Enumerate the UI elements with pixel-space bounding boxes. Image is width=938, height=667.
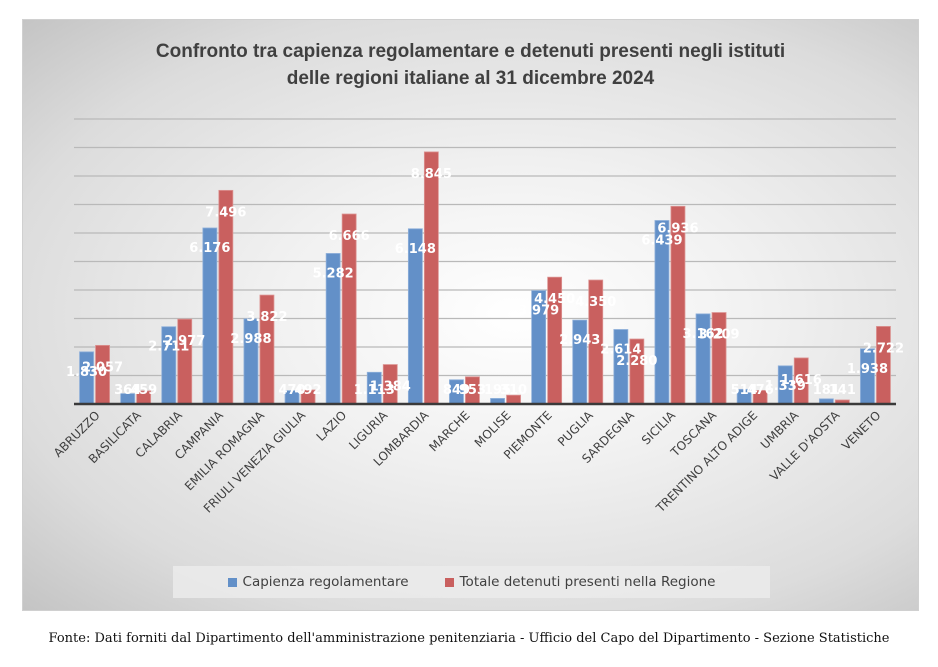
bar-detenuti-lombardia[interactable] [423, 151, 439, 405]
x-tick-label: SICILIA [639, 408, 679, 448]
data-label: 492 [294, 383, 321, 398]
data-label: 2.722 [863, 341, 904, 356]
data-label: 1.113 [354, 383, 395, 398]
data-label: 6.666 [329, 229, 370, 244]
legend-item-capienza[interactable]: Capienza regolamentare [227, 574, 409, 590]
data-label: 476 [747, 383, 774, 398]
x-tick-labels: ABRUZZOBASILICATACALABRIACAMPANIAEMILIA … [51, 408, 884, 516]
data-label: 4.450 [534, 292, 575, 307]
x-tick-label: MOLISE [472, 408, 514, 450]
data-label: 2.977 [164, 334, 205, 349]
data-label: 2.943 [559, 333, 600, 348]
data-label: 8.845 [411, 167, 452, 182]
data-label: 5.282 [313, 266, 354, 281]
legend-label: Totale detenuti presenti nella Regione [459, 574, 716, 590]
data-label: 181 [813, 383, 840, 398]
data-label: 141 [829, 383, 856, 398]
x-tick-label: LAZIO [314, 408, 350, 444]
data-label: 195 [484, 383, 511, 398]
data-label: 6.439 [641, 233, 682, 248]
data-label: 3.979 [518, 304, 559, 319]
data-label: 6.148 [395, 242, 436, 257]
data-label: 1.339 [765, 379, 806, 394]
bar-detenuti-campania[interactable] [218, 189, 234, 405]
source-note: Fonte: Dati forniti dal Dipartimento del… [48, 631, 890, 646]
data-label: 470 [278, 383, 305, 398]
data-label: 1.938 [847, 362, 888, 377]
chart-title-line-1: Confronto tra capienza regolamentare e d… [155, 41, 786, 62]
legend-swatch-red [444, 577, 454, 587]
bars [79, 151, 891, 405]
legend-label: Capienza regolamentare [242, 574, 409, 590]
chart-title: Confronto tra capienza regolamentare e d… [23, 38, 918, 92]
legend-item-detenuti[interactable]: Totale detenuti presenti nella Regione [444, 574, 716, 590]
x-tick-label: VENETO [839, 408, 884, 453]
data-label: 849 [443, 383, 470, 398]
data-label: 2.057 [82, 360, 123, 375]
data-label: 953 [459, 383, 486, 398]
bar-detenuti-calabria[interactable] [177, 318, 193, 405]
data-label: 459 [130, 383, 157, 398]
data-label: 364 [114, 383, 141, 398]
data-label: 1.384 [370, 380, 411, 395]
x-tick-label: PUGLIA [555, 408, 596, 449]
data-label: 4.350 [575, 295, 616, 310]
legend: Capienza regolamentare Totale detenuti p… [173, 566, 770, 598]
data-label: 6.936 [657, 221, 698, 236]
data-label: 2.280 [616, 354, 657, 369]
data-label: 2.711 [148, 340, 189, 355]
data-label: 3.822 [246, 310, 287, 325]
data-label: 1.830 [66, 365, 107, 380]
data-label: 310 [500, 383, 527, 398]
data-label: 1.616 [781, 373, 822, 388]
chart-area: Confronto tra capienza regolamentare e d… [22, 19, 919, 611]
data-label: 3.209 [698, 328, 739, 343]
x-tick-label: VALLE D'AOSTA [767, 408, 843, 484]
x-tick-label: MARCHE [426, 408, 472, 454]
data-label: 2.988 [230, 332, 271, 347]
chart-title-line-2: delle regioni italiane al 31 dicembre 20… [286, 68, 655, 89]
data-label: 2.614 [600, 343, 641, 358]
data-label: 3.162 [682, 327, 723, 342]
data-label: 514 [731, 383, 758, 398]
data-label: 7.496 [205, 205, 246, 220]
legend-swatch-blue [227, 577, 237, 587]
data-label: 6.176 [189, 241, 230, 256]
